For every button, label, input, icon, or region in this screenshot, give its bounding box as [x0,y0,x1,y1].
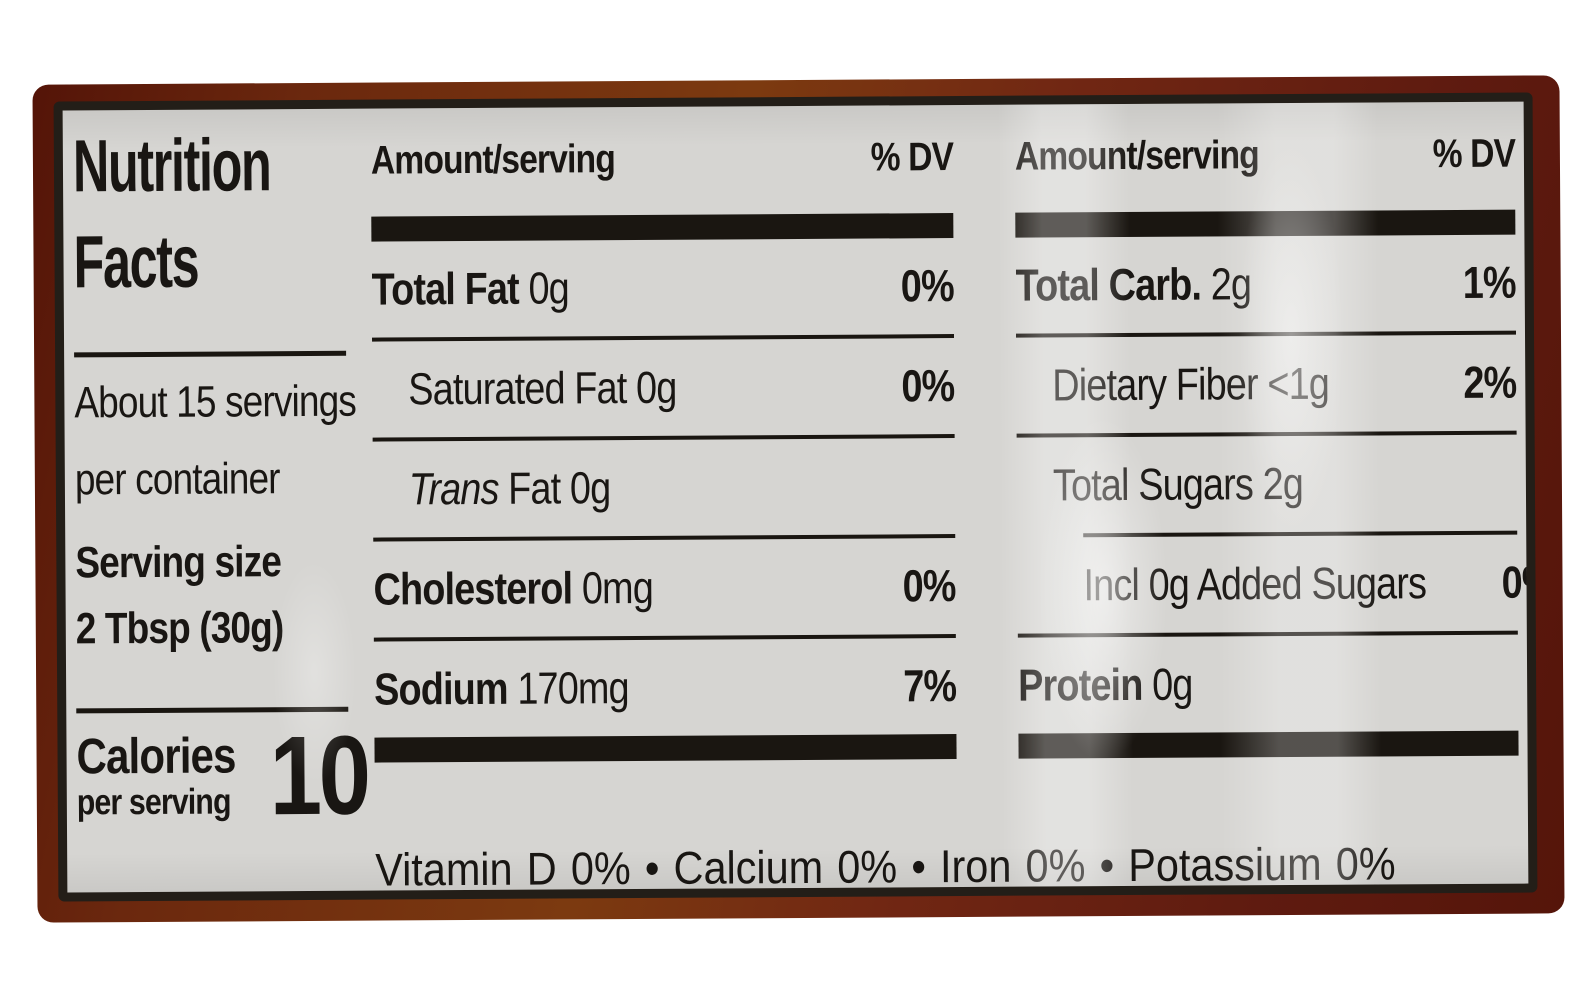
label-content: Nutrition Facts About 15 servings per co… [63,102,1538,893]
thick-divider [1018,730,1519,759]
row-total-sugars: Total Sugars 2g [1017,435,1518,534]
row-trans-fat: Trans Fat 0g [373,438,956,538]
title-line-1: Nutrition [72,123,271,208]
row-total-fat: Total Fat 0g 0% [371,238,954,338]
row-saturated-fat: Saturated Fat 0g 0% [372,338,955,438]
servings-line-2: per container [74,454,280,505]
serving-size-line-1: Serving size [75,537,282,588]
dv-value: 0% [902,560,956,612]
row-sodium: Sodium 170mg 7% [374,638,957,738]
row-protein: Protein 0g [1018,635,1519,734]
header-percent-dv: % DV [870,134,954,180]
nutrient-name: Total Fat 0g [371,262,570,315]
calories-label: Calories per serving [76,727,266,824]
serving-size: Serving size 2 Tbsp (30g) [75,529,348,663]
nutrition-facts-label: Nutrition Facts About 15 servings per co… [53,92,1538,902]
nutrient-name: Saturated Fat 0g [408,361,677,415]
product-package-background: Nutrition Facts About 15 servings per co… [32,75,1565,923]
dv-value: 2% [1463,356,1517,408]
dv-value: 1% [1462,256,1516,308]
thick-divider [371,213,954,242]
dv-value: 7% [903,660,957,712]
nutrient-name: Sodium 170mg [373,662,629,715]
column-header: Amount/serving % DV [371,123,953,195]
calories-subtext: per serving [76,780,231,823]
vitamins-minerals-row: Vitamin D 0% • Calcium 0% • Iron 0% • Po… [375,836,1528,897]
calories-block: Calories per serving 10 [76,713,368,839]
dv-value: 0% [901,360,955,412]
label-left-column: Nutrition Facts About 15 servings per co… [73,109,369,893]
label-title: Nutrition Facts [73,117,346,311]
thick-divider [374,734,957,763]
nutrient-name: Cholesterol 0mg [373,561,654,615]
dv-value: 0% [900,260,954,312]
nutrient-name: Dietary Fiber <1g [1052,357,1330,411]
header-amount-serving: Amount/serving [370,136,616,183]
divider [74,351,347,358]
thick-divider [1015,209,1516,238]
column-header: Amount/serving % DV [1015,120,1515,191]
header-percent-dv: % DV [1432,131,1516,176]
row-dietary-fiber: Dietary Fiber <1g 2% [1016,335,1517,434]
label-middle-column: Amount/serving % DV Total Fat 0g 0% Satu… [371,105,958,891]
servings-per-container: About 15 servings per container [74,364,356,519]
row-cholesterol: Cholesterol 0mg 0% [373,538,956,638]
label-right-column: Amount/serving % DV Total Carb. 2g 1% Di… [1015,102,1537,887]
row-added-sugars: Incl 0g Added Sugars 0% [1017,535,1537,634]
nutrient-name: Total Sugars 2g [1052,457,1304,511]
nutrient-name: Total Carb. 2g [1015,258,1252,311]
header-amount-serving: Amount/serving [1014,132,1260,179]
row-total-carb: Total Carb. 2g 1% [1015,235,1516,334]
calories-word: Calories [76,727,236,785]
servings-line-1: About 15 servings [74,377,357,428]
nutrient-name: Incl 0g Added Sugars [1083,557,1427,611]
calories-value: 10 [269,713,369,839]
serving-size-line-2: 2 Tbsp (30g) [75,603,284,654]
nutrient-name: Protein 0g [1017,658,1193,711]
dv-value: 0% [1501,556,1538,608]
vitamins-minerals-text: Vitamin D 0% • Calcium 0% • Iron 0% • Po… [375,837,1396,896]
title-line-2: Facts [73,219,199,304]
nutrient-name: Trans Fat 0g [408,462,611,515]
